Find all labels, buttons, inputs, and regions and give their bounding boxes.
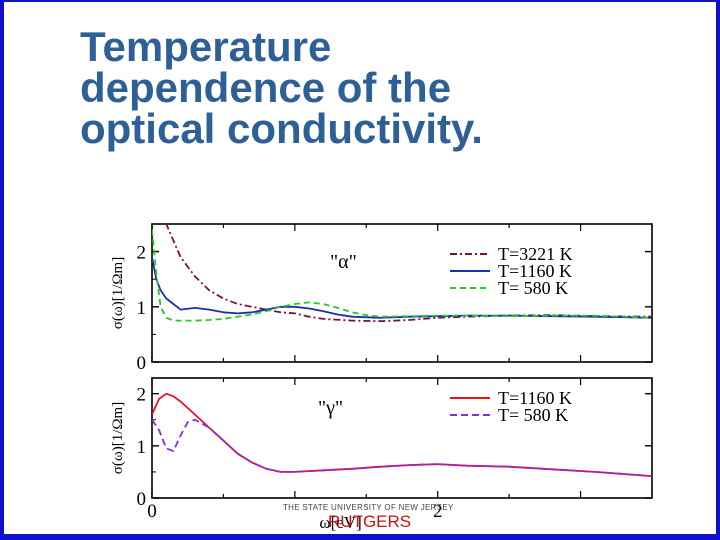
y-tick-label: 0 bbox=[137, 353, 147, 374]
x-tick-label: 0 bbox=[147, 501, 157, 522]
slide-frame-bottom bbox=[0, 534, 720, 540]
slide-frame-right bbox=[716, 0, 720, 540]
plot-frame bbox=[151, 223, 653, 363]
series-line bbox=[152, 229, 652, 322]
plot-frame bbox=[151, 377, 653, 499]
series-group bbox=[152, 224, 652, 323]
y-tick-label: 1 bbox=[137, 298, 147, 319]
title-line: dependence of the bbox=[80, 64, 452, 111]
slide-frame-top bbox=[0, 0, 720, 2]
legend-label: T=3221 K bbox=[498, 244, 573, 264]
legend-label: T= 580 K bbox=[498, 278, 568, 298]
y-tick-label: 2 bbox=[137, 243, 147, 264]
x-axis-label: ω[eV] bbox=[319, 513, 361, 532]
panel-title: "γ" bbox=[318, 397, 343, 419]
panel-title: "α" bbox=[330, 251, 357, 273]
y-tick-label: 1 bbox=[137, 437, 147, 458]
series-line bbox=[152, 256, 652, 319]
legend-label: T= 580 K bbox=[498, 405, 568, 425]
series-line bbox=[152, 418, 652, 477]
legend-label: T=1160 K bbox=[498, 261, 572, 281]
series-group bbox=[152, 392, 652, 477]
y-tick-label: 0 bbox=[137, 489, 147, 510]
series-line bbox=[165, 224, 652, 323]
legend-label: T=1160 K bbox=[498, 388, 572, 408]
slide-frame-left bbox=[0, 0, 4, 540]
y-axis-label: σ(ω)[1/Ωm] bbox=[110, 402, 126, 474]
rutgers-logo: RUTGERS bbox=[328, 512, 412, 531]
title-line: optical conductivity. bbox=[80, 105, 483, 152]
university-name: THE STATE UNIVERSITY OF NEW JERSEY bbox=[283, 503, 454, 512]
series-line bbox=[152, 392, 652, 477]
y-axis-label: σ(ω)[1/Ωm] bbox=[110, 257, 126, 329]
y-tick-label: 2 bbox=[137, 385, 147, 406]
title-line: Temperature bbox=[80, 23, 332, 70]
slide-title: Temperature dependence of the optical co… bbox=[80, 23, 600, 152]
x-tick-label: 2 bbox=[433, 501, 443, 522]
